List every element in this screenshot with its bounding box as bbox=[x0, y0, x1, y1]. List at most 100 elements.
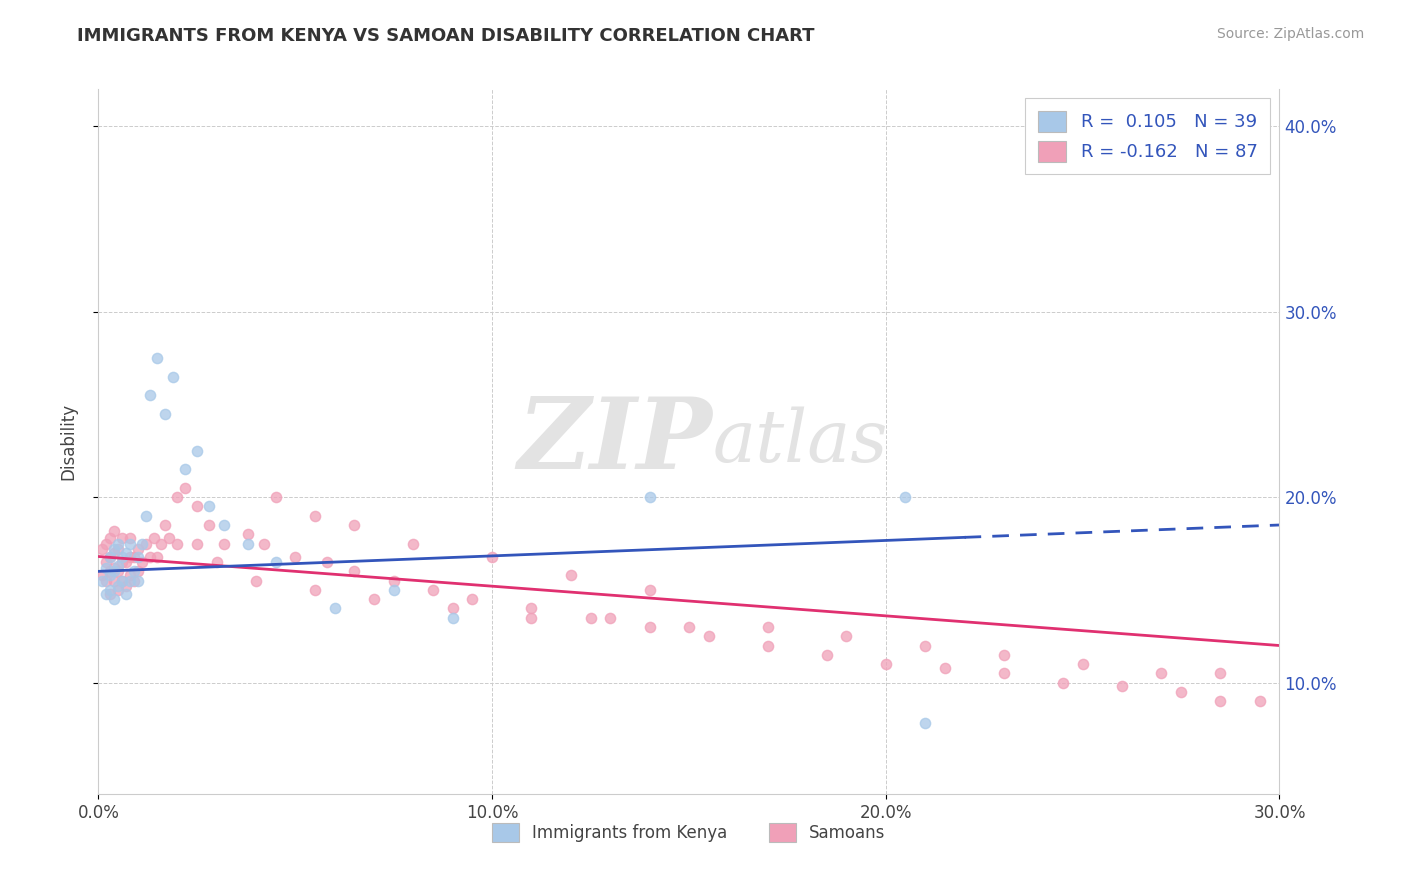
Point bbox=[323, 601, 346, 615]
Point bbox=[599, 610, 621, 624]
Point bbox=[155, 518, 177, 533]
Point bbox=[107, 536, 129, 550]
Point bbox=[96, 574, 118, 588]
Point bbox=[103, 592, 125, 607]
Point bbox=[1209, 666, 1232, 681]
Point bbox=[122, 565, 145, 579]
Point bbox=[107, 565, 129, 579]
Point bbox=[756, 639, 779, 653]
Point bbox=[560, 568, 582, 582]
Point bbox=[131, 536, 153, 550]
Text: IMMIGRANTS FROM KENYA VS SAMOAN DISABILITY CORRELATION CHART: IMMIGRANTS FROM KENYA VS SAMOAN DISABILI… bbox=[77, 27, 815, 45]
Point bbox=[993, 648, 1015, 662]
Point bbox=[1209, 694, 1232, 708]
Point bbox=[343, 518, 366, 533]
Point bbox=[98, 565, 121, 579]
Point bbox=[127, 549, 149, 564]
Point bbox=[914, 716, 936, 731]
Point bbox=[142, 531, 165, 545]
Point bbox=[304, 582, 326, 597]
Point bbox=[96, 586, 118, 600]
Point bbox=[118, 549, 141, 564]
Point bbox=[579, 610, 602, 624]
Point bbox=[363, 592, 385, 607]
Point bbox=[115, 546, 138, 560]
Point bbox=[756, 620, 779, 634]
Point bbox=[1071, 657, 1094, 671]
Point bbox=[127, 542, 149, 557]
Point bbox=[875, 657, 897, 671]
Point bbox=[115, 579, 138, 593]
Point bbox=[103, 574, 125, 588]
Point bbox=[343, 565, 366, 579]
Point bbox=[441, 610, 464, 624]
Point bbox=[111, 574, 134, 588]
Point bbox=[118, 568, 141, 582]
Point bbox=[253, 536, 276, 550]
Point bbox=[236, 536, 259, 550]
Point bbox=[236, 527, 259, 541]
Point bbox=[91, 568, 114, 582]
Point bbox=[166, 490, 188, 504]
Point bbox=[835, 629, 858, 643]
Point bbox=[150, 536, 173, 550]
Point bbox=[815, 648, 838, 662]
Point bbox=[155, 407, 177, 421]
Point bbox=[382, 574, 405, 588]
Y-axis label: Disability: Disability bbox=[59, 403, 77, 480]
Point bbox=[103, 546, 125, 560]
Point bbox=[96, 555, 118, 569]
Point bbox=[264, 490, 287, 504]
Point bbox=[118, 536, 141, 550]
Point bbox=[638, 620, 661, 634]
Point bbox=[1249, 694, 1271, 708]
Point bbox=[422, 582, 444, 597]
Point bbox=[122, 574, 145, 588]
Point bbox=[146, 549, 169, 564]
Point bbox=[174, 462, 197, 476]
Point bbox=[214, 518, 236, 533]
Point bbox=[131, 555, 153, 569]
Point bbox=[520, 601, 543, 615]
Point bbox=[264, 555, 287, 569]
Point bbox=[638, 490, 661, 504]
Point bbox=[186, 536, 208, 550]
Point bbox=[894, 490, 917, 504]
Text: atlas: atlas bbox=[713, 406, 889, 477]
Point bbox=[103, 565, 125, 579]
Point bbox=[146, 351, 169, 365]
Point bbox=[96, 536, 118, 550]
Point bbox=[107, 542, 129, 557]
Point bbox=[214, 536, 236, 550]
Point bbox=[111, 531, 134, 545]
Point bbox=[98, 549, 121, 564]
Point bbox=[520, 610, 543, 624]
Point bbox=[118, 531, 141, 545]
Point bbox=[697, 629, 720, 643]
Point bbox=[115, 586, 138, 600]
Point bbox=[166, 536, 188, 550]
Point bbox=[304, 508, 326, 523]
Point bbox=[934, 661, 956, 675]
Point bbox=[98, 568, 121, 582]
Point bbox=[111, 574, 134, 588]
Point bbox=[98, 549, 121, 564]
Point bbox=[441, 601, 464, 615]
Point bbox=[98, 531, 121, 545]
Text: Source: ZipAtlas.com: Source: ZipAtlas.com bbox=[1216, 27, 1364, 41]
Point bbox=[127, 565, 149, 579]
Legend: Immigrants from Kenya, Samoans: Immigrants from Kenya, Samoans bbox=[485, 816, 893, 849]
Point bbox=[103, 542, 125, 557]
Point bbox=[98, 582, 121, 597]
Point bbox=[107, 558, 129, 573]
Point bbox=[315, 555, 337, 569]
Point bbox=[186, 443, 208, 458]
Point bbox=[135, 536, 157, 550]
Point bbox=[138, 549, 160, 564]
Point bbox=[1052, 675, 1074, 690]
Point bbox=[1150, 666, 1173, 681]
Point bbox=[115, 555, 138, 569]
Point bbox=[98, 586, 121, 600]
Point bbox=[111, 555, 134, 569]
Point bbox=[205, 555, 228, 569]
